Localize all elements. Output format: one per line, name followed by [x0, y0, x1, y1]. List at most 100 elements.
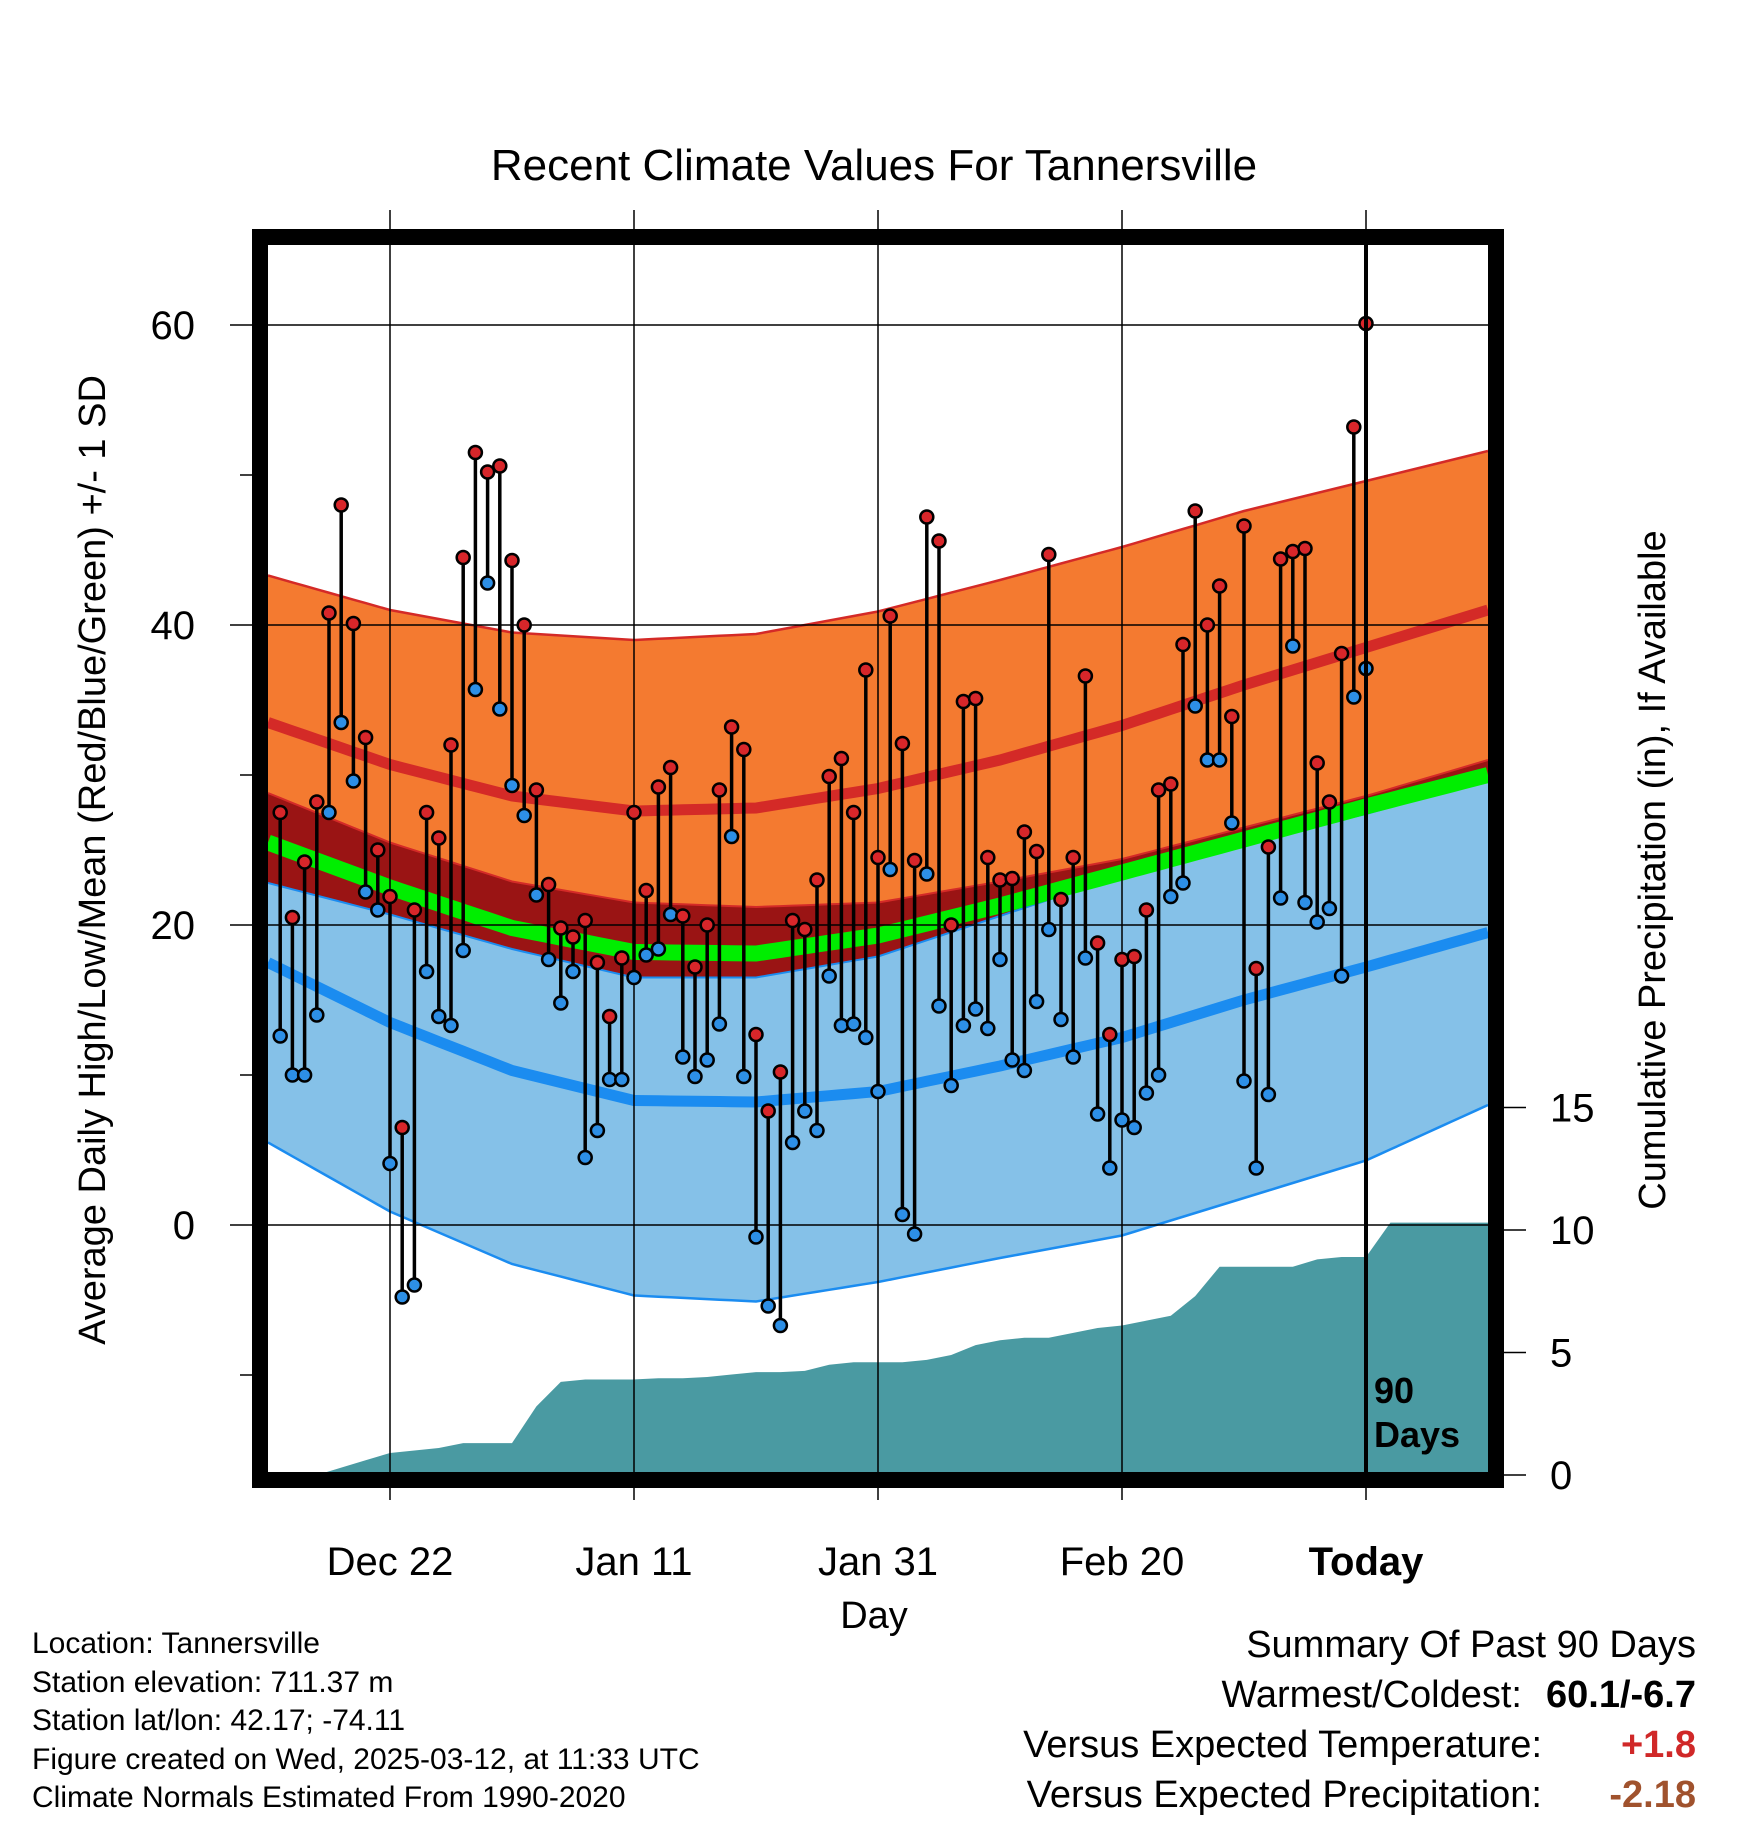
x-tick-label: Today: [1309, 1540, 1425, 1584]
obs-low-point: [699, 1052, 715, 1068]
obs-low-point: [1260, 1086, 1277, 1103]
obs-low-point: [833, 1017, 850, 1034]
y-left-tick-label: 0: [173, 1204, 195, 1248]
y-left-tick-label: 40: [151, 604, 196, 648]
obs-high-point: [699, 917, 715, 933]
obs-low-point: [1150, 1067, 1167, 1083]
obs-high-point: [296, 854, 313, 870]
obs-high-point: [492, 458, 508, 474]
obs-high-point: [1333, 645, 1350, 662]
obs-high-point: [443, 737, 459, 753]
obs-low-point: [589, 1122, 606, 1139]
obs-high-point: [931, 533, 947, 549]
latlon-text: Station lat/lon: 42.17; -74.11: [32, 1704, 406, 1737]
obs-high-point: [467, 444, 484, 461]
obs-high-point: [748, 1026, 764, 1043]
obs-high-point: [736, 741, 752, 758]
obs-low-point: [1211, 752, 1228, 768]
obs-high-point: [1199, 617, 1216, 633]
obs-high-point: [1004, 870, 1020, 887]
x-tick-label: Jan 11: [575, 1540, 692, 1584]
obs-low-point: [1004, 1052, 1020, 1068]
obs-high-point: [882, 608, 898, 624]
obs-low-point: [321, 804, 337, 821]
obs-high-point: [1102, 1026, 1118, 1043]
warmest-coldest-value: 60.1/-6.7: [1546, 1674, 1696, 1716]
obs-high-point: [1077, 668, 1094, 684]
obs-low-point: [1346, 689, 1362, 705]
obs-high-point: [1285, 543, 1301, 560]
obs-low-point: [675, 1049, 691, 1065]
obs-low-point: [467, 681, 484, 698]
obs-low-point: [394, 1289, 410, 1305]
obs-low-point: [1077, 950, 1094, 966]
obs-high-point: [601, 1008, 618, 1025]
obs-low-point: [955, 1017, 972, 1034]
temp-anomaly-value: +1.8: [1620, 1724, 1696, 1766]
obs-high-point: [1321, 794, 1338, 810]
obs-high-point: [943, 917, 959, 933]
obs-low-point: [967, 1001, 984, 1017]
obs-high-point: [504, 552, 520, 569]
obs-high-point: [821, 768, 837, 785]
obs-high-point: [687, 959, 703, 975]
precip-area: [326, 1222, 1488, 1472]
obs-high-point: [1260, 839, 1277, 855]
obs-low-point: [711, 1016, 728, 1032]
obs-high-point: [614, 950, 630, 966]
obs-low-point: [809, 1122, 825, 1139]
obs-low-point: [723, 828, 740, 845]
obs-high-point: [589, 954, 606, 971]
obs-low-point: [357, 884, 374, 900]
obs-low-point: [1285, 638, 1301, 654]
obs-high-point: [784, 912, 801, 929]
y-right-tick-label: 0: [1550, 1454, 1572, 1498]
obs-high-point: [809, 872, 825, 888]
obs-low-point: [821, 968, 837, 984]
obs-low-point: [687, 1068, 703, 1085]
obs-high-point: [479, 464, 496, 480]
obs-low-point: [1041, 921, 1057, 938]
obs-high-point: [845, 804, 862, 821]
obs-low-point: [1102, 1160, 1118, 1176]
obs-high-point: [797, 921, 813, 938]
obs-high-point: [858, 662, 874, 678]
obs-high-point: [357, 729, 374, 746]
obs-high-point: [394, 1119, 410, 1136]
obs-low-point: [919, 866, 935, 882]
y-right-axis-title: Cumulative Precipitation (in), If Availa…: [1632, 530, 1674, 1209]
obs-high-point: [662, 759, 679, 776]
location-text: Location: Tannersville: [32, 1627, 320, 1660]
obs-low-point: [577, 1149, 593, 1166]
obs-low-point: [540, 951, 557, 968]
obs-high-point: [906, 852, 923, 869]
obs-high-point: [1138, 902, 1155, 918]
obs-high-point: [1187, 503, 1203, 519]
obs-low-point: [1053, 1011, 1069, 1028]
obs-low-point: [1236, 1073, 1252, 1089]
obs-low-point: [1065, 1049, 1081, 1065]
obs-low-point: [1333, 968, 1350, 984]
obs-high-point: [772, 1064, 789, 1080]
obs-high-point: [528, 782, 545, 798]
obs-high-point: [894, 735, 911, 752]
obs-high-point: [1297, 540, 1313, 557]
obs-high-point: [431, 830, 447, 846]
obs-high-point: [1126, 948, 1142, 965]
obs-high-point: [955, 693, 972, 710]
obs-low-point: [1163, 888, 1179, 905]
obs-low-point: [1224, 815, 1240, 831]
obs-low-point: [992, 951, 1008, 968]
obs-high-point: [1248, 960, 1264, 977]
obs-low-point: [406, 1277, 423, 1293]
obs-low-point: [894, 1206, 911, 1223]
obs-low-point: [333, 714, 349, 731]
obs-low-point: [1089, 1106, 1106, 1122]
obs-high-point: [1272, 551, 1289, 567]
obs-high-point: [760, 1103, 776, 1119]
obs-high-point: [1175, 636, 1191, 653]
obs-low-point: [1248, 1160, 1264, 1176]
obs-high-point: [992, 872, 1008, 888]
obs-high-point: [272, 804, 288, 821]
